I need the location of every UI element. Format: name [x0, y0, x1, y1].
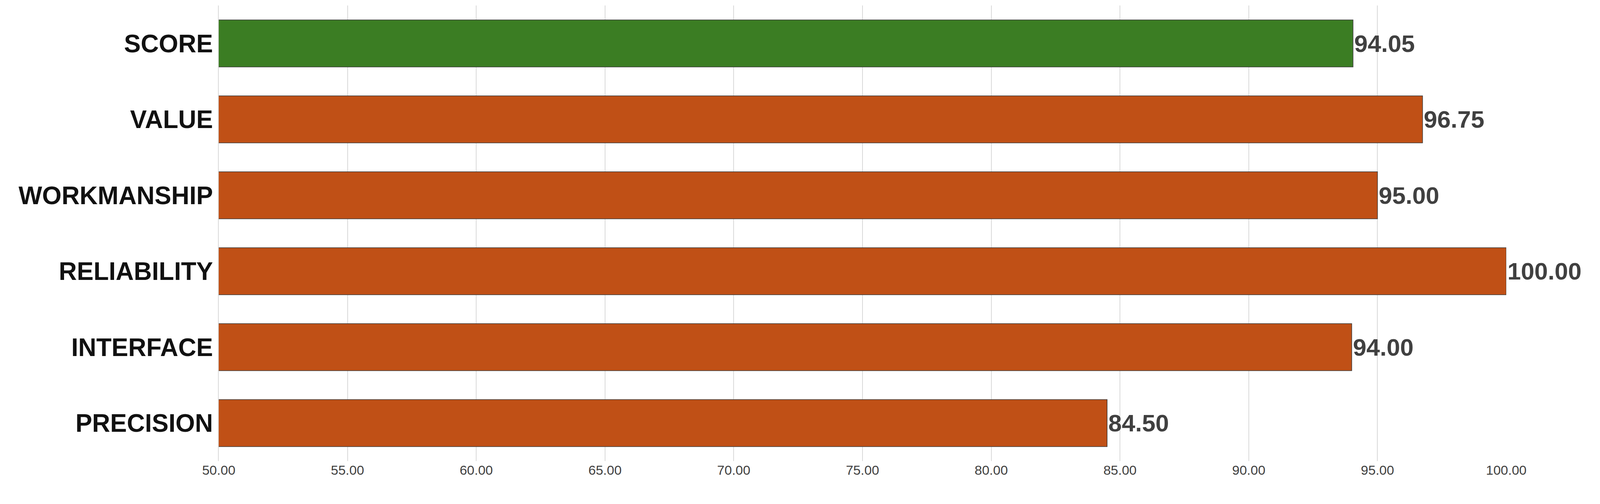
- svg-text:94.00: 94.00: [1352, 333, 1414, 361]
- svg-text:50.00: 50.00: [201, 462, 236, 478]
- svg-text:65.00: 65.00: [588, 462, 622, 478]
- svg-text:85.00: 85.00: [1103, 462, 1137, 478]
- svg-text:100.00: 100.00: [1507, 257, 1582, 285]
- svg-text:100.00: 100.00: [1485, 462, 1527, 478]
- svg-text:90.00: 90.00: [1232, 462, 1266, 478]
- svg-text:55.00: 55.00: [330, 462, 365, 478]
- svg-text:70.00: 70.00: [717, 462, 751, 478]
- svg-text:VALUE: VALUE: [130, 105, 213, 134]
- svg-text:84.50: 84.50: [1108, 409, 1169, 437]
- svg-text:INTERFACE: INTERFACE: [71, 333, 214, 362]
- svg-text:80.00: 80.00: [974, 462, 1008, 478]
- svg-text:SCORE: SCORE: [124, 29, 214, 58]
- svg-text:60.00: 60.00: [459, 462, 493, 478]
- svg-text:95.00: 95.00: [1360, 462, 1395, 478]
- svg-text:94.05: 94.05: [1354, 30, 1415, 58]
- svg-text:95.00: 95.00: [1378, 182, 1440, 209]
- svg-text:RELIABILITY: RELIABILITY: [58, 257, 214, 286]
- svg-text:75.00: 75.00: [845, 462, 879, 478]
- svg-text:96.75: 96.75: [1423, 105, 1485, 133]
- svg-text:WORKMANSHIP: WORKMANSHIP: [18, 181, 213, 210]
- svg-text:PRECISION: PRECISION: [75, 409, 213, 438]
